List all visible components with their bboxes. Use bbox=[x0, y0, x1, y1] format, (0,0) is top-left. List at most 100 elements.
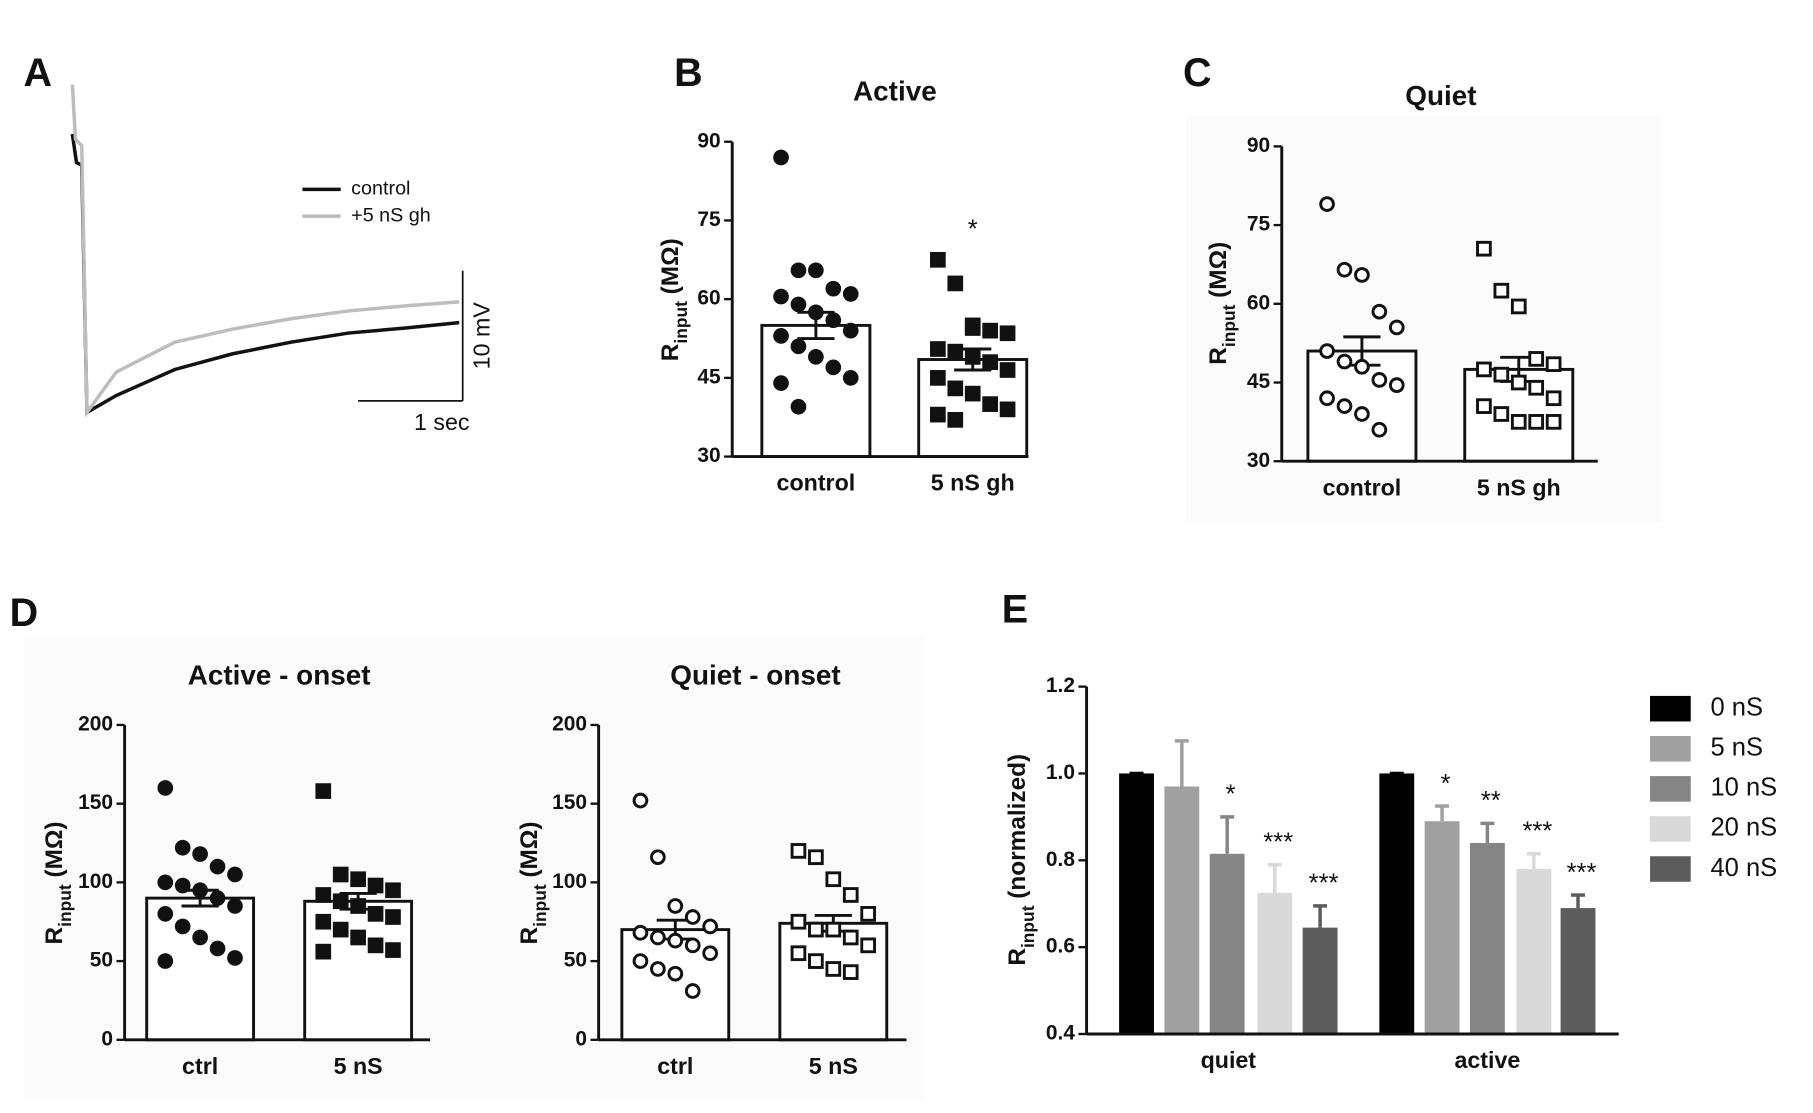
x-tick-label: control bbox=[777, 470, 856, 496]
data-point bbox=[157, 953, 174, 969]
data-point bbox=[842, 322, 859, 339]
panel-letter: E bbox=[1002, 588, 1028, 632]
data-point bbox=[825, 871, 842, 888]
y-axis-label-part: input bbox=[1219, 304, 1239, 347]
x-tick-label: 5 nS bbox=[809, 1053, 858, 1079]
data-point bbox=[350, 898, 366, 914]
scale-bar-x-label: 1 sec bbox=[414, 409, 470, 435]
data-point bbox=[385, 882, 401, 899]
data-point bbox=[1528, 351, 1545, 367]
data-point bbox=[1545, 356, 1562, 372]
y-tick-label: 90 bbox=[1247, 134, 1270, 157]
y-tick-label: 60 bbox=[1247, 291, 1270, 314]
y-axis-label-part: R bbox=[1005, 948, 1032, 966]
data-point bbox=[367, 906, 384, 922]
data-point bbox=[209, 940, 226, 957]
data-point bbox=[808, 849, 824, 866]
legend-label: control bbox=[351, 178, 410, 200]
data-point bbox=[808, 349, 824, 365]
panel-letter: B bbox=[674, 51, 703, 95]
legend-swatch bbox=[1650, 816, 1691, 842]
data-point bbox=[982, 396, 998, 412]
bar bbox=[1257, 892, 1293, 1034]
data-point bbox=[157, 906, 174, 922]
data-point bbox=[773, 149, 789, 166]
data-point bbox=[209, 890, 226, 906]
y-axis-label-part: input bbox=[670, 301, 690, 344]
data-point bbox=[1354, 406, 1370, 422]
y-axis-label-part: R bbox=[42, 926, 69, 944]
data-point bbox=[385, 909, 401, 925]
y-axis-label: Rinput (MΩ) bbox=[1206, 242, 1239, 365]
significance: ** bbox=[1481, 787, 1501, 815]
data-point bbox=[315, 943, 332, 960]
y-axis-label-part: (normalized) bbox=[1005, 754, 1032, 906]
legend-label: 10 nS bbox=[1710, 774, 1777, 802]
data-point bbox=[999, 362, 1016, 378]
y-axis-label-part: (MΩ) bbox=[1206, 242, 1233, 305]
data-point bbox=[1510, 414, 1527, 430]
y-tick-label: 200 bbox=[78, 712, 113, 735]
data-point bbox=[1371, 303, 1388, 320]
data-point bbox=[773, 288, 789, 305]
y-tick-label: 50 bbox=[90, 949, 113, 972]
data-point bbox=[808, 921, 824, 938]
data-point bbox=[808, 953, 824, 969]
data-point bbox=[684, 909, 701, 925]
data-point bbox=[1336, 353, 1353, 370]
data-point bbox=[1528, 414, 1545, 430]
data-point bbox=[667, 898, 684, 914]
bar bbox=[760, 323, 872, 459]
data-point bbox=[964, 349, 981, 365]
legend-label: 40 nS bbox=[1710, 854, 1777, 882]
significance: *** bbox=[1522, 818, 1552, 846]
data-point bbox=[1476, 398, 1492, 414]
data-point bbox=[632, 953, 649, 969]
data-point bbox=[632, 792, 649, 809]
y-tick-label: 45 bbox=[1247, 370, 1271, 393]
y-tick-label: 0.6 bbox=[1046, 935, 1075, 958]
data-point bbox=[842, 286, 859, 302]
data-point bbox=[773, 328, 789, 344]
data-point bbox=[790, 262, 807, 279]
trace bbox=[70, 133, 460, 416]
data-point bbox=[842, 370, 859, 386]
significance: *** bbox=[1263, 828, 1293, 856]
legend-swatch bbox=[1650, 695, 1691, 722]
data-point bbox=[174, 918, 191, 935]
y-tick-label: 45 bbox=[697, 365, 721, 388]
y-axis-label-part: input bbox=[55, 884, 75, 927]
data-point bbox=[157, 780, 174, 796]
legend-label: +5 nS gh bbox=[351, 204, 431, 226]
data-point bbox=[1476, 240, 1492, 257]
data-point bbox=[1476, 361, 1492, 378]
data-point bbox=[1493, 282, 1510, 299]
data-point bbox=[982, 354, 998, 370]
bar bbox=[1424, 821, 1460, 1034]
x-tick-label: 5 nS bbox=[334, 1053, 383, 1079]
x-tick-label: quiet bbox=[1201, 1047, 1257, 1073]
data-point bbox=[808, 262, 824, 279]
x-tick-label: control bbox=[1323, 474, 1402, 500]
data-point bbox=[1354, 358, 1370, 375]
data-point bbox=[192, 846, 208, 862]
x-tick-label: 5 nS gh bbox=[1477, 474, 1561, 500]
data-point bbox=[825, 921, 842, 938]
trace bbox=[70, 84, 460, 418]
data-point bbox=[684, 937, 701, 954]
data-point bbox=[1319, 343, 1335, 359]
significance: *** bbox=[1567, 859, 1597, 887]
data-point bbox=[999, 325, 1016, 342]
y-axis-label-part: (MΩ) bbox=[517, 821, 544, 884]
panel-letter: C bbox=[1183, 51, 1212, 95]
data-point bbox=[367, 937, 384, 954]
y-tick-label: 0 bbox=[575, 1027, 587, 1050]
bar bbox=[1164, 786, 1200, 1034]
data-point bbox=[650, 929, 666, 946]
bar bbox=[1302, 927, 1338, 1034]
bar bbox=[1560, 908, 1596, 1034]
data-point bbox=[947, 343, 964, 360]
x-tick-label: 5 nS gh bbox=[931, 470, 1015, 496]
y-axis-label-part: (MΩ) bbox=[657, 238, 684, 301]
data-point bbox=[667, 965, 684, 982]
